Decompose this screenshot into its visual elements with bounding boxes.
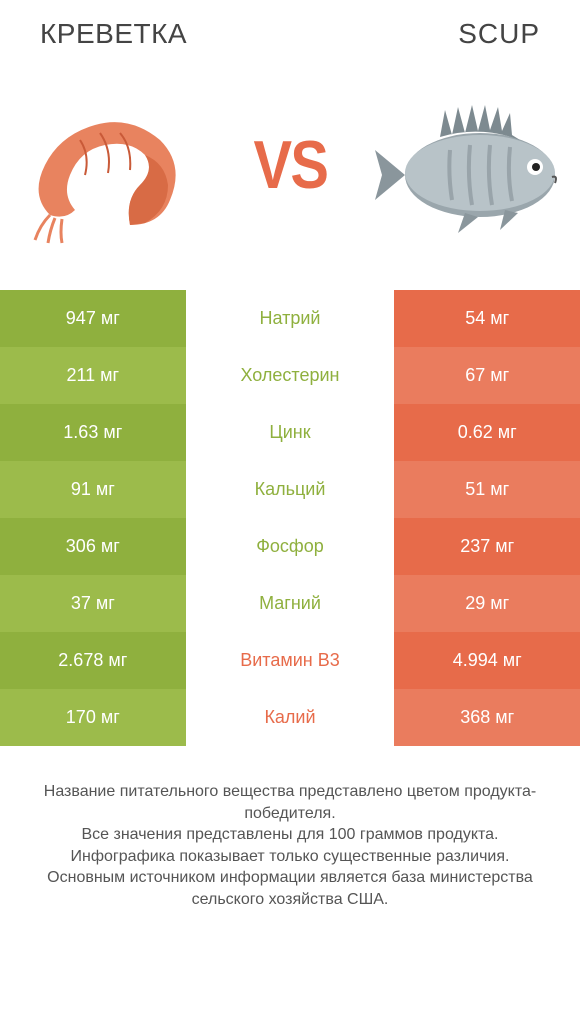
- table-row: 91 мгКальций51 мг: [0, 461, 580, 518]
- value-left: 170 мг: [0, 689, 186, 746]
- table-row: 306 мгФосфор237 мг: [0, 518, 580, 575]
- value-right: 237 мг: [394, 518, 580, 575]
- nutrient-label: Цинк: [186, 404, 395, 461]
- value-left: 211 мг: [0, 347, 186, 404]
- nutrient-label: Фосфор: [186, 518, 395, 575]
- footer-line-2: Все значения представлены для 100 граммо…: [25, 824, 555, 846]
- value-left: 306 мг: [0, 518, 186, 575]
- value-left: 91 мг: [0, 461, 186, 518]
- nutrient-label: Кальций: [186, 461, 395, 518]
- footer-text: Название питательного вещества представл…: [0, 746, 580, 911]
- nutrient-label: Магний: [186, 575, 395, 632]
- title-left: КРЕВЕТКА: [40, 18, 187, 50]
- table-row: 211 мгХолестерин67 мг: [0, 347, 580, 404]
- table-row: 2.678 мгВитамин B34.994 мг: [0, 632, 580, 689]
- vs-label: VS: [253, 126, 327, 204]
- infographic-container: КРЕВЕТКА SCUP VS: [0, 0, 580, 1024]
- value-right: 368 мг: [394, 689, 580, 746]
- value-left: 2.678 мг: [0, 632, 186, 689]
- value-right: 4.994 мг: [394, 632, 580, 689]
- footer-line-4: Основным источником информации является …: [25, 867, 555, 910]
- table-row: 170 мгКалий368 мг: [0, 689, 580, 746]
- shrimp-image: [10, 75, 210, 255]
- value-left: 37 мг: [0, 575, 186, 632]
- value-right: 0.62 мг: [394, 404, 580, 461]
- value-left: 947 мг: [0, 290, 186, 347]
- table-row: 947 мгНатрий54 мг: [0, 290, 580, 347]
- value-right: 67 мг: [394, 347, 580, 404]
- nutrient-label: Холестерин: [186, 347, 395, 404]
- value-right: 29 мг: [394, 575, 580, 632]
- nutrient-label: Натрий: [186, 290, 395, 347]
- table-row: 1.63 мгЦинк0.62 мг: [0, 404, 580, 461]
- value-right: 54 мг: [394, 290, 580, 347]
- images-row: VS: [0, 60, 580, 290]
- fish-image: [370, 75, 570, 255]
- value-right: 51 мг: [394, 461, 580, 518]
- value-left: 1.63 мг: [0, 404, 186, 461]
- table-row: 37 мгМагний29 мг: [0, 575, 580, 632]
- nutrient-label: Витамин B3: [186, 632, 395, 689]
- nutrient-label: Калий: [186, 689, 395, 746]
- footer-line-3: Инфографика показывает только существенн…: [25, 846, 555, 868]
- comparison-table: 947 мгНатрий54 мг211 мгХолестерин67 мг1.…: [0, 290, 580, 746]
- header-row: КРЕВЕТКА SCUP: [0, 0, 580, 60]
- footer-line-1: Название питательного вещества представл…: [25, 781, 555, 824]
- title-right: SCUP: [458, 18, 540, 50]
